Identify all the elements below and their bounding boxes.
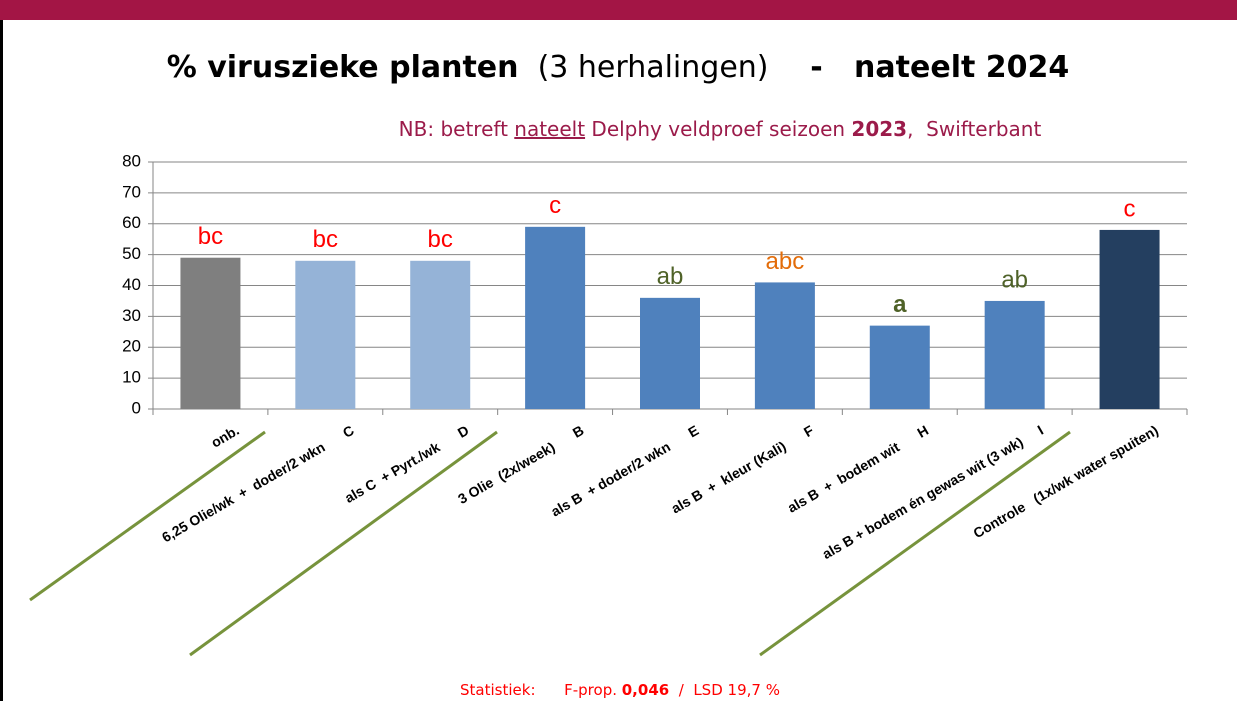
bar <box>525 226 586 409</box>
text-part: Statistiek: F-prop. <box>460 681 622 699</box>
footer-note: Statistiek: F-prop. 0,046 / LSD 19,7 % <box>460 681 780 699</box>
text-part: Delphy veldproef seizoen <box>585 117 851 141</box>
y-tick-label: 0 <box>132 398 141 417</box>
text-part: 2023 <box>851 117 907 141</box>
bar <box>869 325 930 409</box>
text-part: % viruszieke planten <box>167 50 519 85</box>
chart-title: % viruszieke planten (3 herhalingen) - n… <box>167 50 1070 85</box>
significance-label: ab <box>657 263 684 290</box>
y-tick-label: 20 <box>122 337 141 356</box>
bar <box>984 300 1045 409</box>
significance-label: bc <box>313 226 338 253</box>
text-part: , Swifterbant <box>907 117 1041 141</box>
text-part: NB: betreft <box>399 117 515 141</box>
x-tick-label: onb. <box>208 422 242 451</box>
significance-label: ab <box>1001 266 1028 293</box>
significance-label: bc <box>198 223 223 250</box>
bar <box>1099 229 1160 409</box>
significance-label: c <box>549 192 561 219</box>
y-tick-label: 80 <box>122 151 141 170</box>
x-tick-label: als B + bodem én gewas wit (3 wk) I <box>819 422 1046 562</box>
y-tick-label: 30 <box>122 306 141 325</box>
chart-subtitle: NB: betreft nateelt Delphy veldproef sei… <box>399 117 1042 141</box>
y-tick-label: 10 <box>122 368 141 387</box>
bar <box>180 257 241 409</box>
text-part: 0,046 <box>622 681 669 699</box>
y-tick-label: 50 <box>122 244 141 263</box>
separator <box>189 430 498 657</box>
x-tick-label: 6,25 Olie/wk + doder/2 wkn C <box>159 422 357 545</box>
y-tick-label: 70 <box>122 182 141 201</box>
y-tick-label: 40 <box>122 275 141 294</box>
significance-label: bc <box>428 226 453 253</box>
separator <box>29 430 266 602</box>
text-part: - nateelt 2024 <box>769 50 1070 85</box>
left-border <box>0 20 3 701</box>
y-tick-label: 60 <box>122 213 141 232</box>
bar <box>640 297 700 409</box>
bar <box>295 260 356 409</box>
bar <box>410 260 471 409</box>
significance-label: abc <box>766 248 805 275</box>
text-part: (3 herhalingen) <box>519 50 769 85</box>
significance-label: a <box>893 291 907 318</box>
bar <box>754 282 815 409</box>
significance-label: c <box>1124 195 1136 222</box>
separators <box>29 430 1071 657</box>
text-part: / LSD 19,7 % <box>669 681 780 699</box>
separator <box>759 430 1071 657</box>
header-bar <box>0 0 1237 20</box>
text-part: nateelt <box>514 117 585 141</box>
